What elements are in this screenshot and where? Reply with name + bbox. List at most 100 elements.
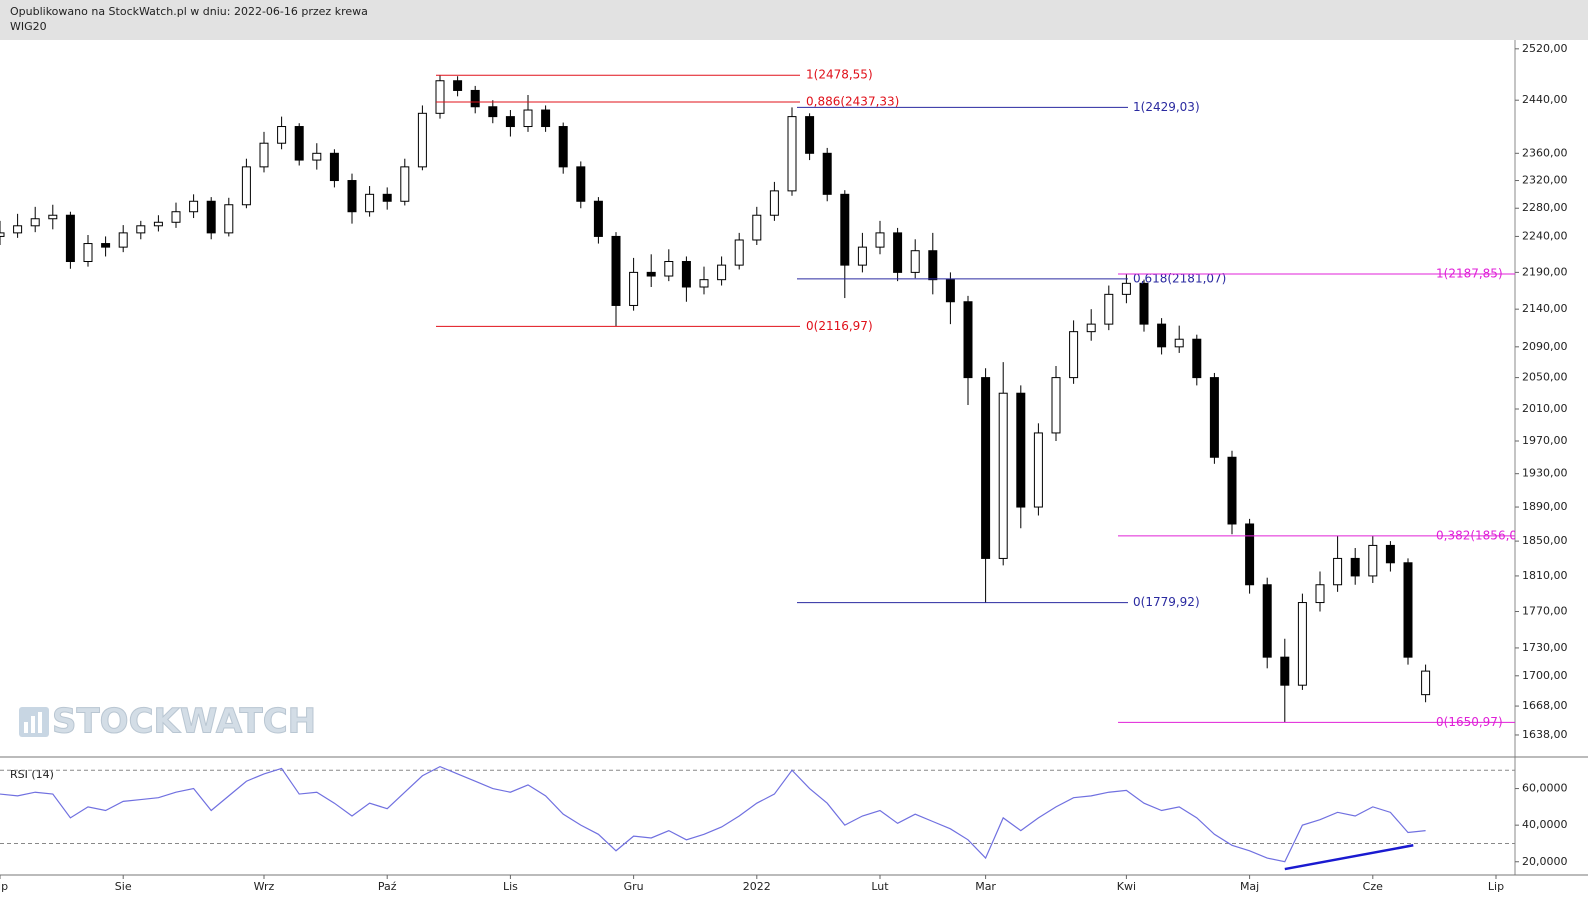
y-tick-label: 1850,00 [1522, 534, 1568, 547]
y-tick-label: 1730,00 [1522, 641, 1568, 654]
candle-body [435, 80, 445, 114]
candle-body [1262, 584, 1272, 658]
y-tick-label: 1700,00 [1522, 669, 1568, 682]
watermark-icon-bar [38, 712, 42, 733]
y-tick-label: 1930,00 [1522, 467, 1568, 480]
candle-body [382, 193, 392, 202]
y-tick-label: 2010,00 [1522, 402, 1568, 415]
candle-body [769, 190, 779, 216]
candle-body [1121, 282, 1131, 295]
candle-body [312, 152, 322, 161]
fib-label: 1(2429,03) [1133, 100, 1200, 114]
y-tick-label: 1668,00 [1522, 699, 1568, 712]
candle-body [1227, 456, 1237, 525]
candle-body [136, 225, 146, 234]
x-tick-label: Gru [624, 880, 644, 893]
candle-body [1139, 282, 1149, 325]
fib-label: 0(2116,97) [806, 319, 873, 333]
header-symbol: WIG20 [10, 20, 47, 33]
fib-label: 0,886(2437,33) [806, 94, 899, 108]
rsi-label: RSI (14) [10, 768, 54, 781]
header-bar [0, 0, 1588, 40]
candle-body [118, 232, 128, 248]
watermark-text: STOCKWATCH [52, 702, 316, 742]
candle-body [241, 166, 251, 206]
candle-body [277, 126, 287, 144]
candle-body [840, 193, 850, 266]
y-tick-label: 1810,00 [1522, 569, 1568, 582]
candle-body [523, 109, 533, 128]
candle-body [998, 392, 1008, 559]
candle-body [558, 126, 568, 168]
candle-body [945, 279, 955, 303]
candle-body [259, 142, 269, 168]
x-tick-label: Wrz [254, 880, 275, 893]
watermark-icon-bar [24, 722, 28, 733]
fib-label: 0(1779,92) [1133, 595, 1200, 609]
y-tick-label: 20,0000 [1522, 855, 1568, 868]
x-tick-label: Cze [1363, 880, 1383, 893]
candle-body [1350, 557, 1360, 577]
candle-body [1157, 323, 1167, 348]
candle-body [752, 214, 762, 241]
x-tick-label: Lut [871, 880, 889, 893]
candle-body [65, 214, 75, 263]
candle-body [1368, 544, 1378, 577]
x-tick-label: 2022 [743, 880, 771, 893]
x-tick-label: Maj [1240, 880, 1259, 893]
y-tick-label: 2240,00 [1522, 229, 1568, 242]
candle-body [541, 109, 551, 128]
rsi-line [0, 765, 1426, 863]
x-tick-label: Kwi [1117, 880, 1136, 893]
y-tick-label: 1970,00 [1522, 434, 1568, 447]
candle-body [153, 221, 163, 227]
candle-body [101, 243, 111, 248]
y-tick-label: 2440,00 [1522, 93, 1568, 106]
rsi-trendline [1284, 844, 1414, 871]
candle-body [1385, 544, 1395, 564]
candle-body [629, 271, 639, 306]
y-tick-label: 2190,00 [1522, 265, 1568, 278]
candle-body [717, 264, 727, 281]
candle-body [365, 193, 375, 213]
watermark-icon-bar [31, 716, 35, 733]
fib-label: 0,382(1856,06) [1436, 528, 1529, 542]
candle-body [981, 377, 991, 559]
candle-body [13, 225, 23, 234]
y-tick-label: 40,0000 [1522, 818, 1568, 831]
candle-body [646, 271, 656, 277]
price-panel: 1(2478,55) 0,886(2437,33) 0(2116,97) 1(2429… [0, 68, 1529, 729]
candle-body [1174, 338, 1184, 348]
candle-body [857, 246, 867, 266]
candle-body [910, 250, 920, 273]
y-tick-label: 1638,00 [1522, 728, 1568, 741]
x-tick-label: Lip [0, 880, 8, 893]
candle-body [928, 250, 938, 281]
y-tick-label: 2360,00 [1522, 146, 1568, 159]
candle-body [1016, 392, 1026, 508]
y-tick-label: 2320,00 [1522, 174, 1568, 187]
y-tick-label: 60,0000 [1522, 782, 1568, 795]
x-tick-label: Paź [378, 880, 397, 893]
candle-body [1104, 293, 1114, 325]
candle-body [593, 200, 603, 237]
candle-body [1297, 602, 1307, 686]
candle-body [1280, 656, 1290, 686]
candle-body [576, 166, 586, 202]
header-published: Opublikowano na StockWatch.pl w dniu: 20… [10, 5, 368, 18]
x-tick-label: Mar [975, 880, 996, 893]
candle-body [681, 261, 691, 288]
fib-label: 0(1650,97) [1436, 715, 1503, 729]
x-tick-label: Lis [503, 880, 518, 893]
y-tick-label: 2050,00 [1522, 371, 1568, 384]
candle-body [611, 235, 621, 306]
y-tick-label: 2090,00 [1522, 340, 1568, 353]
candle-body [1192, 338, 1202, 379]
x-tick-label: Lip [1488, 880, 1504, 893]
candle-body [206, 200, 216, 234]
candle-body [1051, 377, 1061, 434]
candle-body [30, 218, 40, 227]
y-tick-label: 1890,00 [1522, 500, 1568, 513]
candle-body [893, 232, 903, 273]
